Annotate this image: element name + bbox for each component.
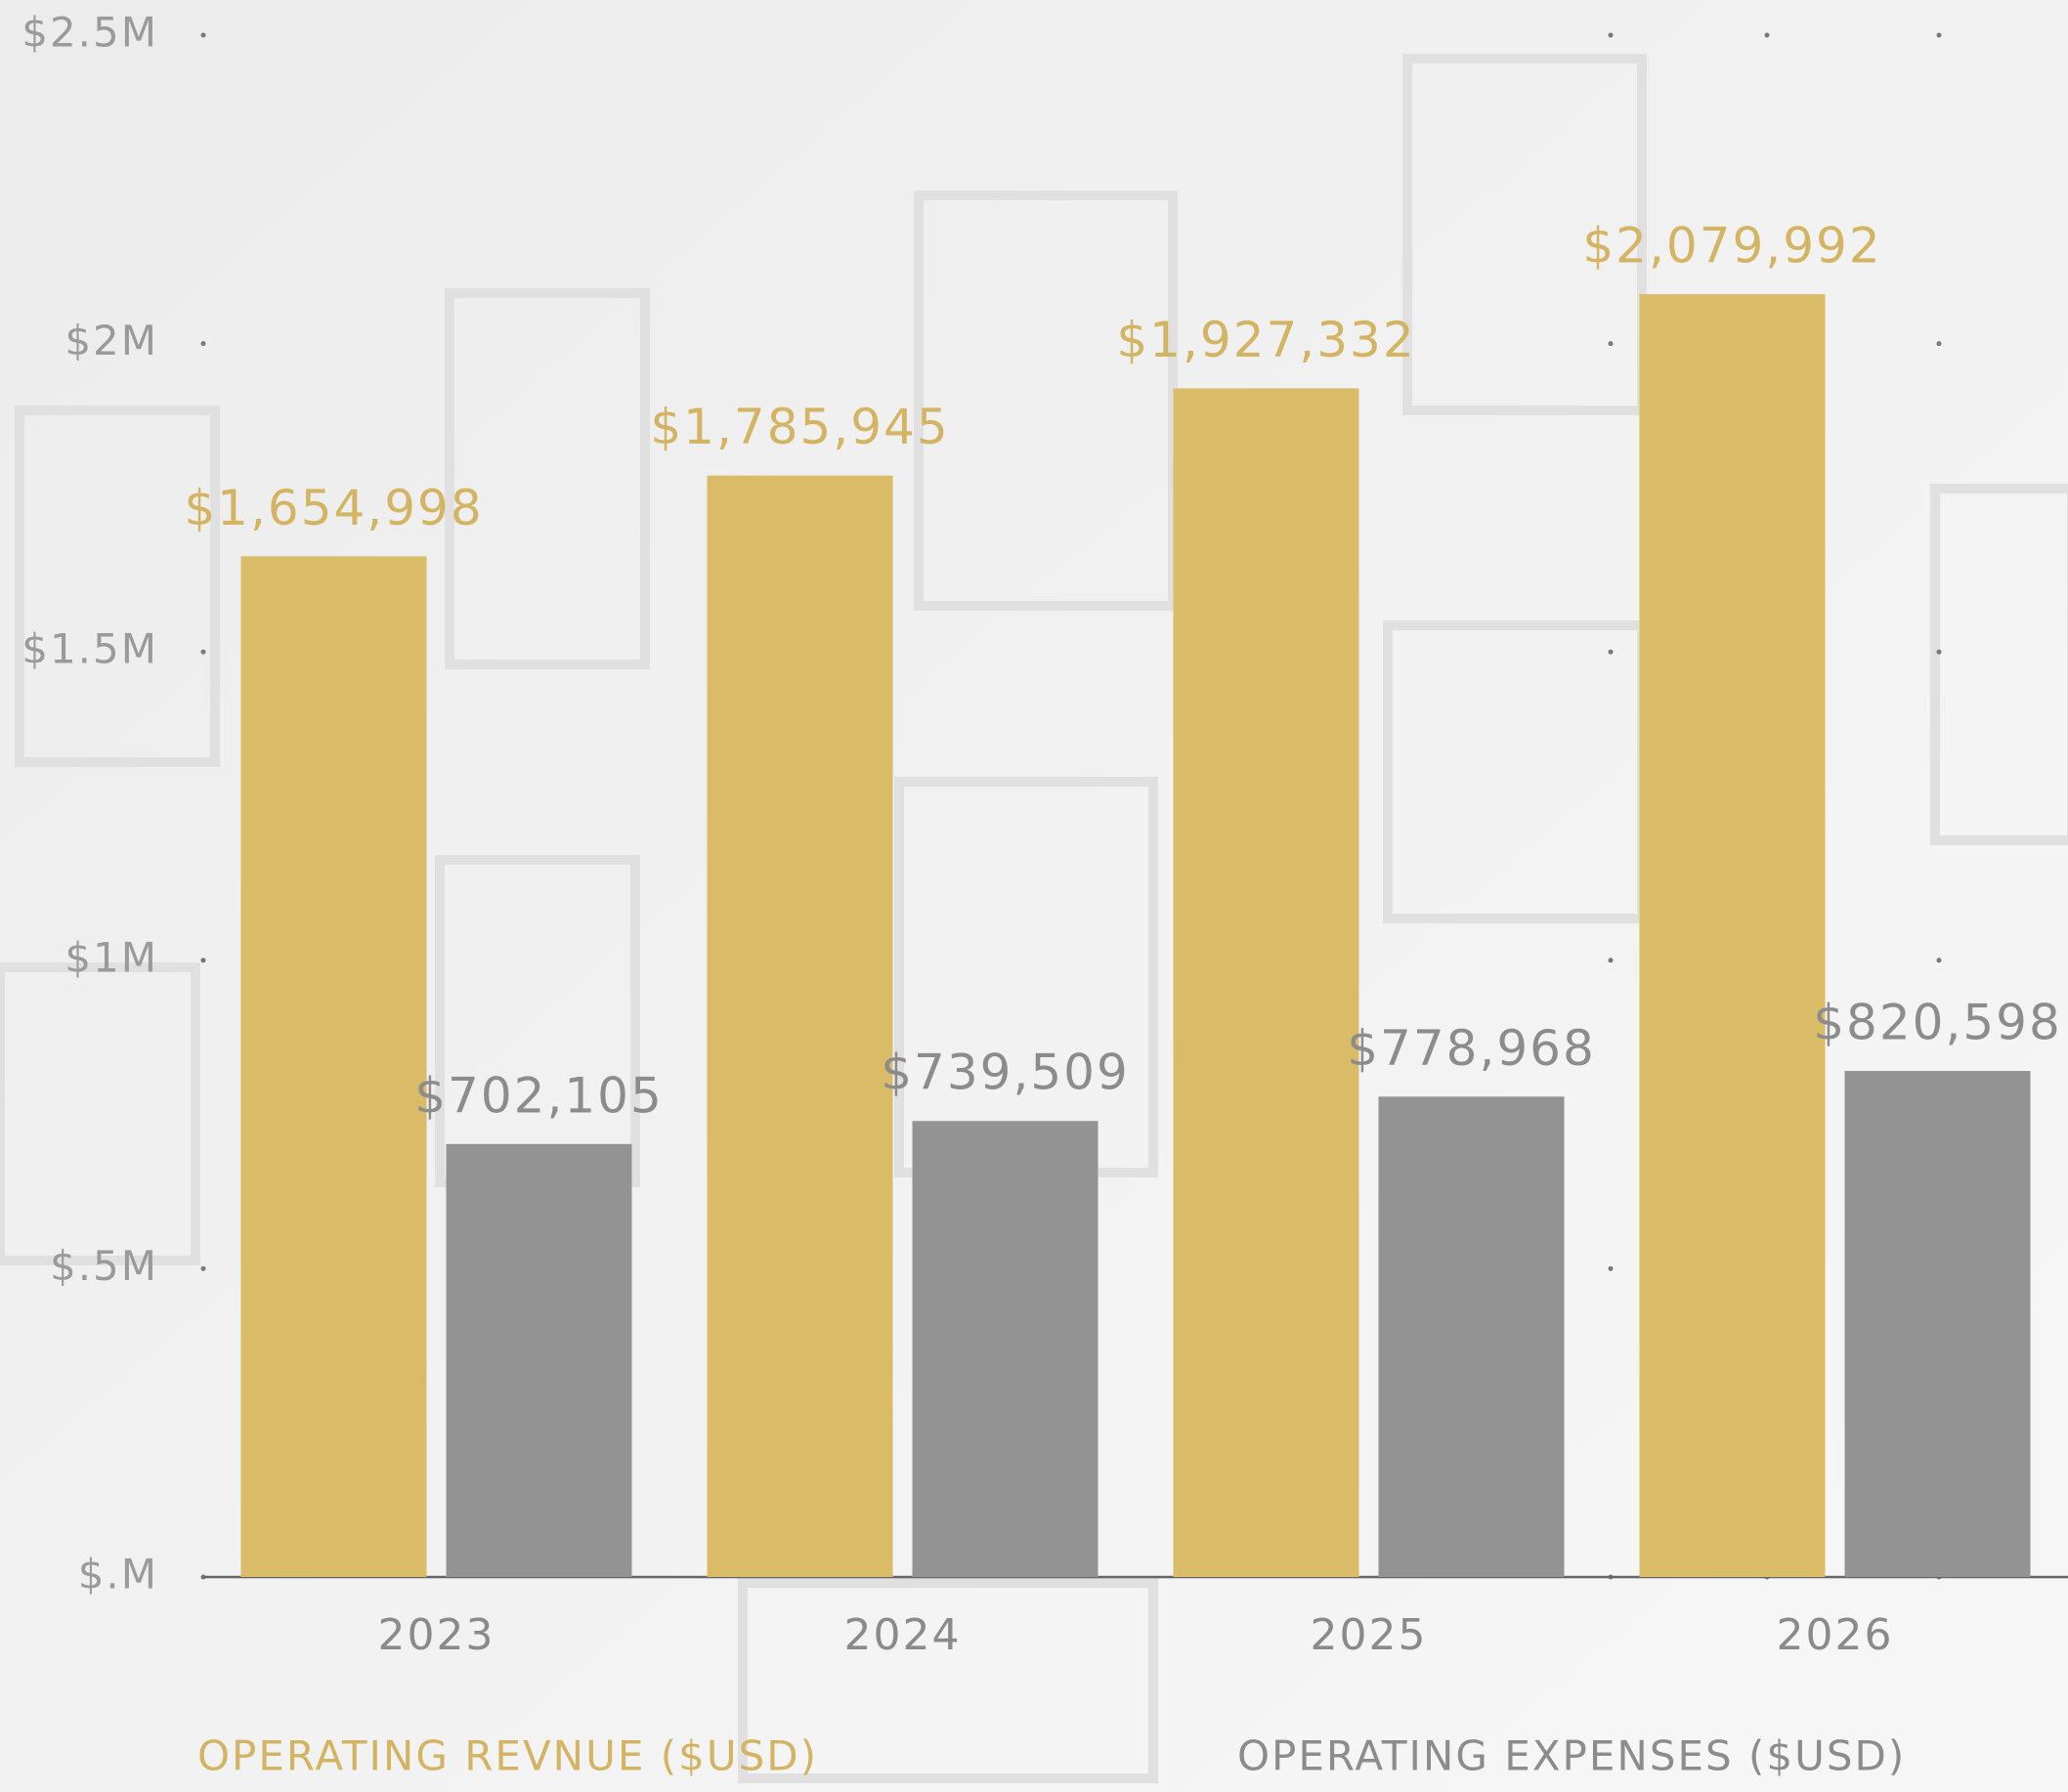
tick-dot xyxy=(1936,649,1942,655)
tick-dot xyxy=(200,32,206,38)
y-tick-label: $.5M xyxy=(50,1242,158,1290)
tick-dot xyxy=(1936,341,1942,347)
value-label: $820,598 xyxy=(1813,995,2062,1051)
value-label: $778,968 xyxy=(1347,1020,1596,1077)
y-tick-label: $.M xyxy=(78,1551,158,1599)
tick-dot xyxy=(1608,32,1614,38)
bar xyxy=(1378,1096,1565,1577)
value-label: $702,105 xyxy=(414,1067,664,1124)
x-tick-label: 2023 xyxy=(378,1610,495,1660)
tick-dot xyxy=(1608,649,1614,655)
x-tick-label: 2024 xyxy=(844,1610,962,1660)
bar xyxy=(707,475,893,1577)
tick-dot xyxy=(1936,32,1942,38)
tick-dot xyxy=(1936,958,1942,963)
building-backdrop xyxy=(0,54,2068,1783)
y-tick-label: $1.5M xyxy=(22,625,158,673)
y-tick-label: $2M xyxy=(65,317,158,364)
value-label: $2,079,992 xyxy=(1582,218,1881,275)
bar xyxy=(240,556,427,1577)
y-tick-label: $2.5M xyxy=(22,9,158,57)
tick-dot xyxy=(200,649,206,655)
bar xyxy=(1844,1071,2031,1577)
legend-entry: OPERATING REVNUE ($USD) xyxy=(197,1732,818,1780)
value-label: $739,509 xyxy=(881,1045,1130,1101)
tick-dot xyxy=(1608,1265,1614,1271)
tick-dot xyxy=(1608,958,1614,963)
bar xyxy=(1639,294,1826,1578)
x-tick-label: 2025 xyxy=(1311,1610,1428,1660)
bar xyxy=(912,1121,1099,1577)
bar xyxy=(1173,388,1359,1578)
value-label: $1,654,998 xyxy=(184,480,483,536)
tick-dot xyxy=(200,958,206,963)
value-label: $1,927,332 xyxy=(1116,312,1415,368)
y-tick-label: $1M xyxy=(65,933,158,981)
tick-dot xyxy=(200,1265,206,1271)
value-label: $1,785,945 xyxy=(650,399,949,455)
tick-dot xyxy=(1764,32,1770,38)
x-tick-label: 2026 xyxy=(1777,1610,1894,1660)
tick-dot xyxy=(200,341,206,347)
tick-dot xyxy=(1608,341,1614,347)
bar xyxy=(446,1143,632,1577)
legend-entry: OPERATING EXPENSES ($USD) xyxy=(1237,1732,1906,1780)
